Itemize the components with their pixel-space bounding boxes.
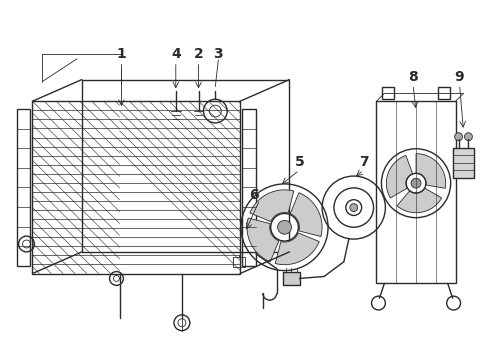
Circle shape bbox=[278, 220, 292, 234]
Text: 1: 1 bbox=[117, 47, 126, 61]
Text: 7: 7 bbox=[359, 155, 368, 169]
Text: 3: 3 bbox=[214, 47, 223, 61]
Text: 6: 6 bbox=[249, 188, 259, 202]
Circle shape bbox=[465, 133, 472, 141]
Bar bbox=[242, 109, 256, 266]
Bar bbox=[233, 257, 245, 267]
Polygon shape bbox=[416, 154, 446, 188]
Circle shape bbox=[411, 178, 421, 188]
Polygon shape bbox=[250, 190, 294, 222]
Bar bbox=[382, 87, 394, 99]
Polygon shape bbox=[247, 218, 279, 262]
Bar bbox=[82, 80, 290, 252]
Bar bbox=[32, 101, 240, 274]
Polygon shape bbox=[397, 188, 441, 213]
Bar bbox=[283, 271, 300, 285]
Text: 8: 8 bbox=[408, 69, 418, 84]
Bar bbox=[438, 87, 450, 99]
Text: 9: 9 bbox=[455, 69, 465, 84]
Text: 4: 4 bbox=[171, 47, 181, 61]
Circle shape bbox=[350, 204, 358, 212]
Bar bbox=[17, 109, 30, 266]
Polygon shape bbox=[290, 193, 322, 237]
Bar bbox=[453, 148, 474, 178]
Circle shape bbox=[455, 133, 463, 141]
Text: 5: 5 bbox=[294, 155, 304, 169]
Bar bbox=[376, 101, 456, 283]
Polygon shape bbox=[387, 156, 413, 198]
Text: 2: 2 bbox=[194, 47, 203, 61]
Polygon shape bbox=[275, 233, 319, 265]
